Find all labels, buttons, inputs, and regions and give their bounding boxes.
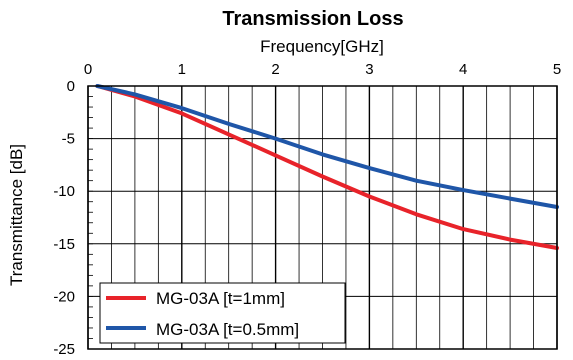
- legend: MG-03A [t=1mm] MG-03A [t=0.5mm]: [99, 282, 346, 344]
- y-tick-label: -25: [53, 341, 75, 358]
- y-tick-label: -10: [53, 183, 75, 200]
- x-tick-label: 5: [553, 61, 561, 78]
- y-tick-label: -15: [53, 236, 75, 253]
- x-tick-labels: 0 1 2 3 4 5: [84, 61, 561, 78]
- plot-frame: [87, 85, 558, 350]
- legend-box: [99, 282, 346, 344]
- legend-label-series-1: MG-03A [t=1mm]: [156, 289, 285, 308]
- x-axis-title: Frequency[GHz]: [260, 37, 384, 56]
- series-line-2: [95, 84, 559, 209]
- y-tick-label: -20: [53, 288, 75, 305]
- x-tick-label: 3: [365, 61, 373, 78]
- x-tick-label: 2: [271, 61, 279, 78]
- series-line-1: [95, 84, 559, 250]
- y-axis-title: Transmittance [dB]: [7, 144, 26, 286]
- y-tick-labels: 0 -5 -10 -15 -20 -25: [53, 78, 75, 358]
- legend-label-series-2: MG-03A [t=0.5mm]: [156, 320, 299, 339]
- x-tick-label: 0: [84, 61, 92, 78]
- series-lines: [95, 84, 559, 250]
- x-tick-label: 1: [178, 61, 186, 78]
- y-tick-label: 0: [67, 78, 75, 95]
- x-tick-label: 4: [459, 61, 467, 78]
- chart-title: Transmission Loss: [222, 8, 403, 30]
- y-tick-label: -5: [62, 131, 75, 148]
